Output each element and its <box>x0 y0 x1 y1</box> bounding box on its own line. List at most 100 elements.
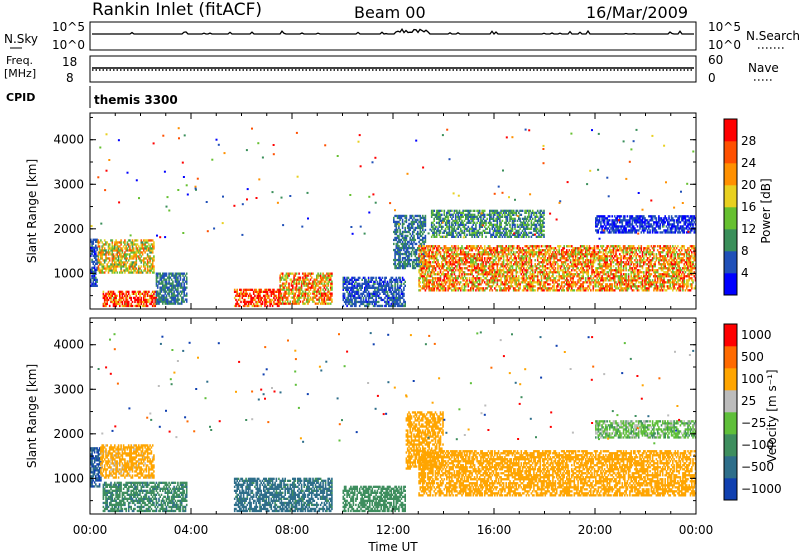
data-cell <box>438 279 441 282</box>
data-cell <box>360 302 362 306</box>
data-cell <box>371 286 374 289</box>
data-cell <box>588 245 591 248</box>
data-cell <box>173 296 175 299</box>
data-cell <box>302 302 304 305</box>
data-cell <box>297 296 299 299</box>
data-cell <box>478 287 481 290</box>
data-cell <box>423 252 425 256</box>
data-cell <box>502 265 505 268</box>
data-cell <box>491 275 494 278</box>
data-cell <box>423 256 425 260</box>
data-cell <box>419 242 422 246</box>
data-cell <box>268 294 270 297</box>
data-cell <box>393 292 395 295</box>
data-cell <box>365 284 367 287</box>
data-cell <box>177 280 179 283</box>
data-cell <box>430 255 433 258</box>
data-cell <box>459 257 462 260</box>
data-cell <box>131 245 134 248</box>
data-cell <box>420 253 423 256</box>
data-cell <box>467 261 470 264</box>
data-cell <box>452 267 454 270</box>
data-cell <box>590 261 592 264</box>
data-cell <box>540 257 543 260</box>
data-cell <box>139 257 141 260</box>
data-cell <box>105 267 107 270</box>
data-cell <box>159 292 161 295</box>
data-cell <box>380 278 382 281</box>
data-cell <box>389 280 391 283</box>
data-cell <box>444 245 447 248</box>
data-cell <box>374 304 376 308</box>
data-cell <box>432 253 434 256</box>
data-cell <box>286 288 289 291</box>
data-cell <box>506 283 509 286</box>
data-cell <box>401 256 404 260</box>
data-cell <box>111 239 114 242</box>
data-cell <box>377 304 380 308</box>
data-cell <box>418 262 420 266</box>
data-cell <box>119 290 121 293</box>
data-cell <box>247 294 250 297</box>
data-cell <box>612 265 615 268</box>
data-cell <box>288 294 290 297</box>
data-cell <box>485 261 487 264</box>
data-cell <box>582 287 584 290</box>
data-cell <box>145 239 148 242</box>
data-cell <box>523 265 525 268</box>
data-cell <box>406 258 409 262</box>
data-cell <box>443 279 446 282</box>
data-cell <box>380 284 382 287</box>
data-cell <box>103 253 106 256</box>
data-cell <box>553 265 555 268</box>
data-cell <box>132 241 135 244</box>
data-cell <box>465 261 467 264</box>
data-cell <box>405 238 408 242</box>
data-cell <box>590 281 592 284</box>
data-cell <box>447 249 449 252</box>
data-cell <box>558 253 560 256</box>
data-cell <box>520 257 523 260</box>
data-cell <box>114 243 116 246</box>
data-cell <box>485 263 487 266</box>
data-cell <box>457 277 459 280</box>
data-cell <box>316 298 318 301</box>
data-cell <box>519 269 521 272</box>
data-cell <box>331 272 333 275</box>
data-cell <box>403 292 405 295</box>
data-cell <box>601 247 603 250</box>
data-cell <box>446 273 448 276</box>
data-cell <box>467 269 470 272</box>
data-cell <box>96 240 98 243</box>
data-cell <box>502 275 505 278</box>
data-cell <box>119 302 121 306</box>
data-cell <box>442 283 444 286</box>
data-cell <box>96 258 98 261</box>
data-cell <box>605 251 607 254</box>
data-cell <box>487 253 490 256</box>
data-cell <box>581 251 583 254</box>
data-cell <box>105 255 107 258</box>
data-cell <box>506 275 509 278</box>
data-cell <box>410 238 413 242</box>
data-cell <box>399 252 401 256</box>
data-cell <box>549 255 552 258</box>
data-cell <box>151 245 154 248</box>
data-cell <box>275 296 278 300</box>
data-cell <box>163 286 165 289</box>
data-cell <box>466 279 468 282</box>
data-cell <box>163 284 165 287</box>
data-cell <box>97 257 100 260</box>
data-cell <box>516 279 519 282</box>
data-cell <box>595 289 597 292</box>
data-cell <box>535 253 538 256</box>
data-cell <box>372 290 375 293</box>
data-cell <box>367 300 370 304</box>
data-cell <box>111 255 114 258</box>
data-cell <box>141 304 144 308</box>
data-cell <box>355 278 357 281</box>
data-cell <box>432 279 434 282</box>
data-cell <box>567 289 569 292</box>
data-cell <box>379 292 381 295</box>
data-cell <box>525 283 528 286</box>
